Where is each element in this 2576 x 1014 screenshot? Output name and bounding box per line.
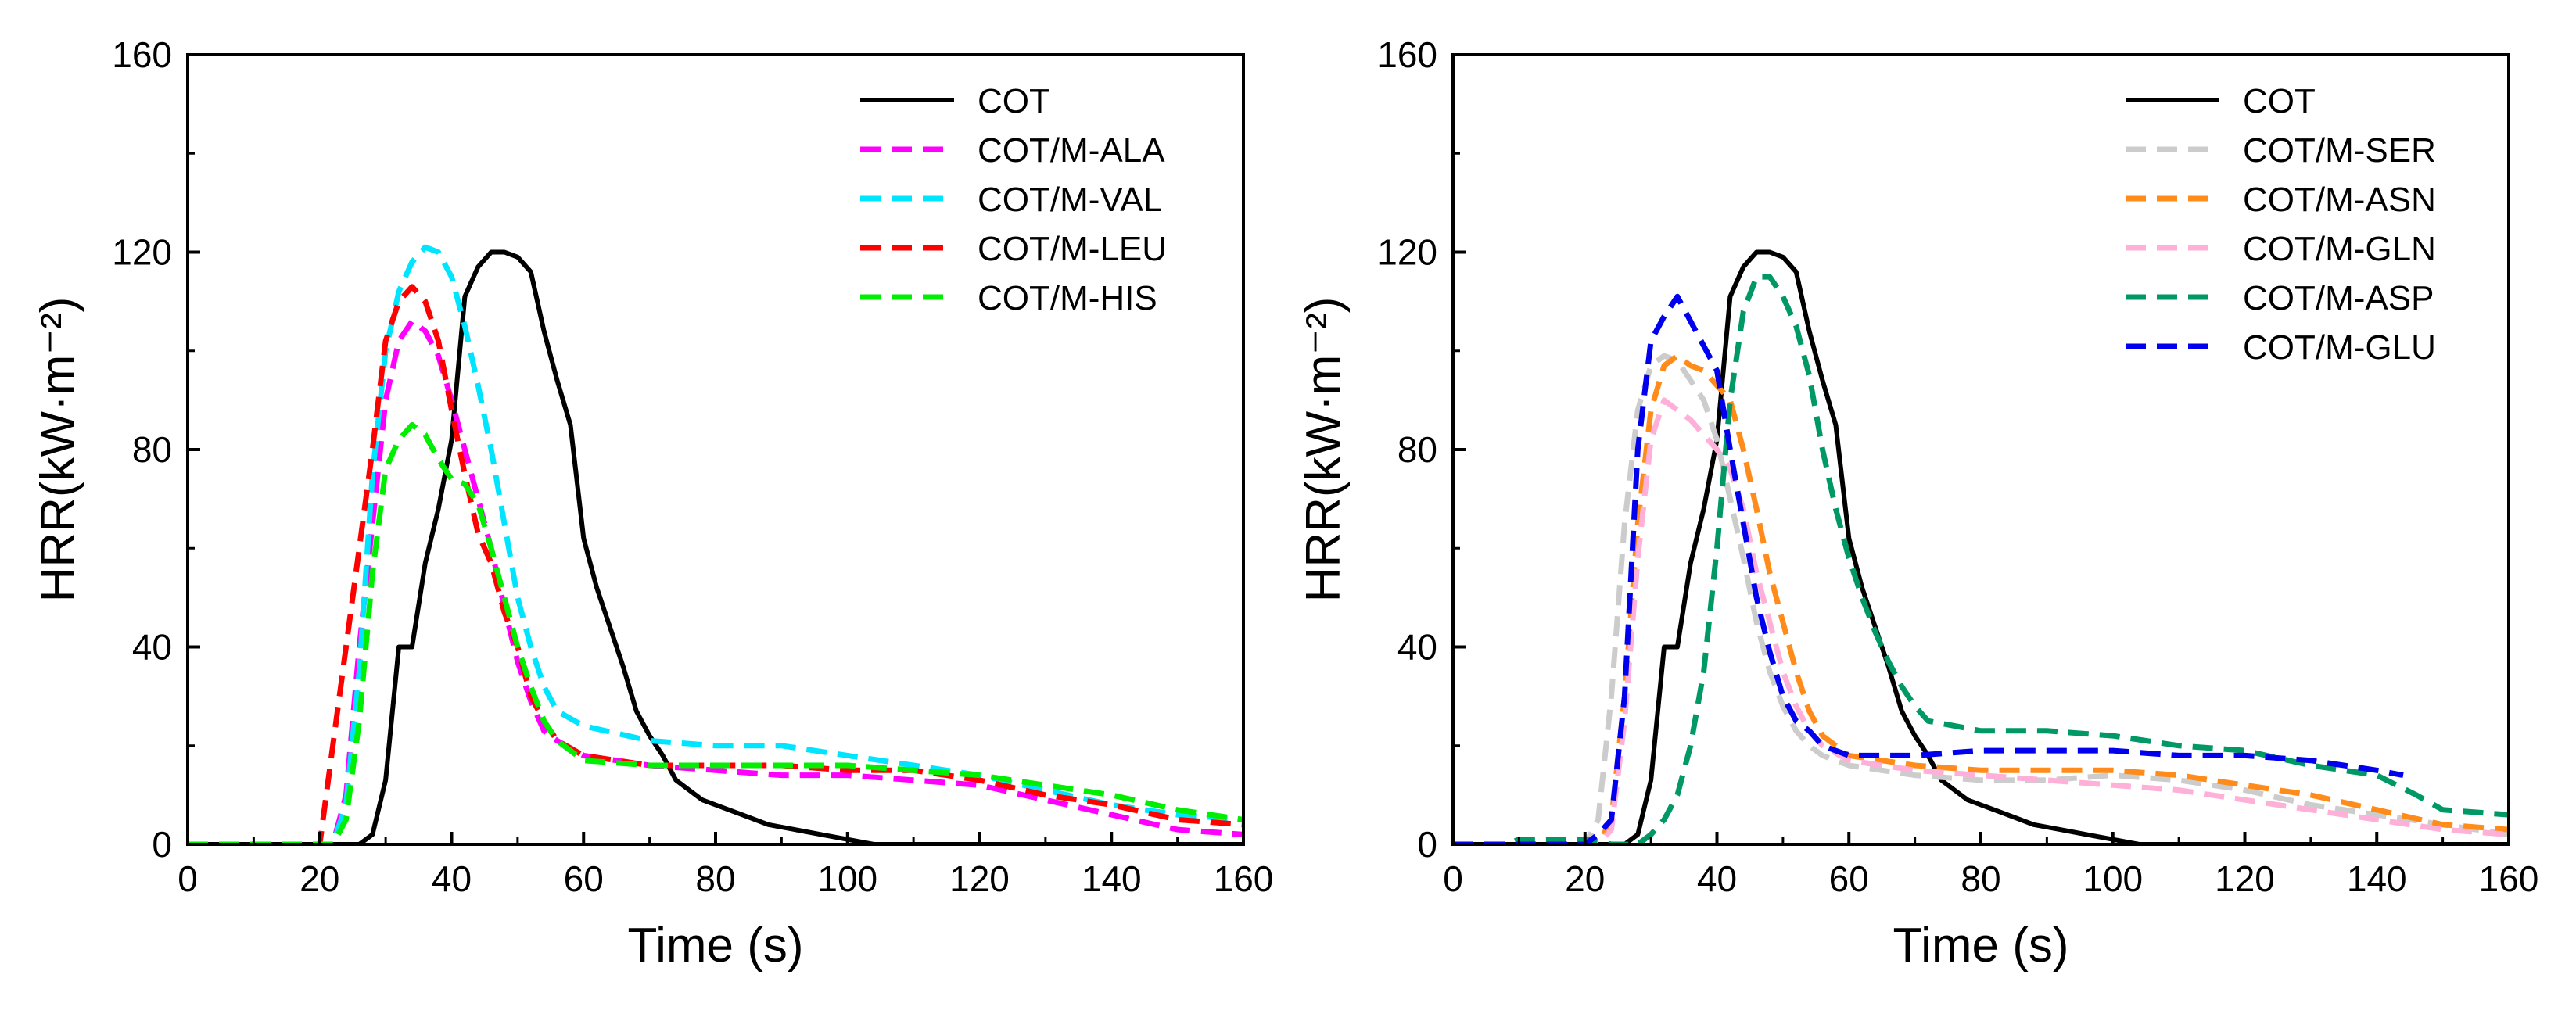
legend-label: COT/M-ASP [2243,279,2434,317]
y-tick-label: 160 [1377,34,1437,75]
legend-label: COT/M-ASN [2243,181,2436,219]
legend-label: COT/M-ALA [978,131,1165,170]
x-tick-label: 0 [178,858,198,899]
series-line-cot [1453,249,2509,844]
x-tick-label: 40 [1697,858,1737,899]
x-axis-title: Time (s) [1893,919,2069,973]
series-line-cot [188,249,1243,844]
y-tick-label: 120 [112,232,172,273]
x-axis-title: Time (s) [628,919,804,973]
series-line-cot-m-val [188,244,1243,844]
legend-label: COT [2243,82,2316,120]
x-tick-label: 160 [2479,858,2539,899]
y-tick-label: 80 [132,429,172,470]
chart-right: 0 20 40 60 80 100 120 140 160 0 40 80 120 160 Time (s)… [1297,34,2538,973]
chart-left: 0 20 40 60 80 100 120 140 160 0 40 80 120 160 Time (s)… [31,34,1273,973]
x-tick-label: 140 [2347,858,2407,899]
x-tick-label: 100 [817,858,877,899]
x-tick-label: 140 [1082,858,1142,899]
x-tick-label: 60 [564,858,604,899]
legend: COT COT/M-ALA COT/M-VAL COT/M-LEU COT/M-HIS [860,82,1167,317]
legend-label: COT/M-SER [2243,131,2436,170]
legend-label: COT/M-LEU [978,230,1167,268]
legend-label: COT/M-VAL [978,181,1162,219]
legend-label: COT/M-GLU [2243,328,2436,367]
y-tick-label: 160 [112,34,172,75]
series-line-cot-m-gln [1453,397,2509,844]
series-line-cot-m-glu [1453,293,2404,844]
y-tick-label: 0 [1417,824,1437,865]
x-tick-label: 20 [1565,858,1605,899]
series-line-cot-m-leu [188,284,1243,844]
x-tick-label: 80 [695,858,735,899]
series-line-cot-m-asp [1453,274,2509,844]
plot-frame [186,53,1245,846]
legend-label: COT [978,82,1050,120]
x-tick-label: 160 [1214,858,1274,899]
series-line-cot-m-his [188,421,1243,844]
y-tick-label: 80 [1397,429,1437,470]
series-line-cot-m-ser [1453,353,2509,844]
x-tick-label: 40 [432,858,472,899]
y-tick-label: 40 [1397,627,1437,668]
x-tick-label: 20 [300,858,339,899]
y-axis-title: HRR(kW·m⁻²) [31,297,85,603]
legend-label: COT/M-GLN [2243,230,2436,268]
legend-label: COT/M-HIS [978,279,1157,317]
x-tick-label: 120 [949,858,1010,899]
x-tick-label: 120 [2215,858,2275,899]
series-group [188,244,1243,844]
y-tick-label: 0 [152,824,172,865]
y-axis-title: HRR(kW·m⁻²) [1297,297,1351,603]
x-tick-label: 60 [1829,858,1869,899]
series-group [1453,249,2509,844]
x-tick-label: 100 [2083,858,2143,899]
y-tick-label: 120 [1377,232,1437,273]
x-tick-label: 80 [1961,858,2000,899]
legend: COT COT/M-SER COT/M-ASN COT/M-GLN COT/M-ASP C… [2126,82,2436,367]
plot-frame [1451,53,2510,846]
series-line-cot-m-asn [1453,353,2509,844]
x-tick-label: 0 [1443,858,1463,899]
y-tick-label: 40 [132,627,172,668]
